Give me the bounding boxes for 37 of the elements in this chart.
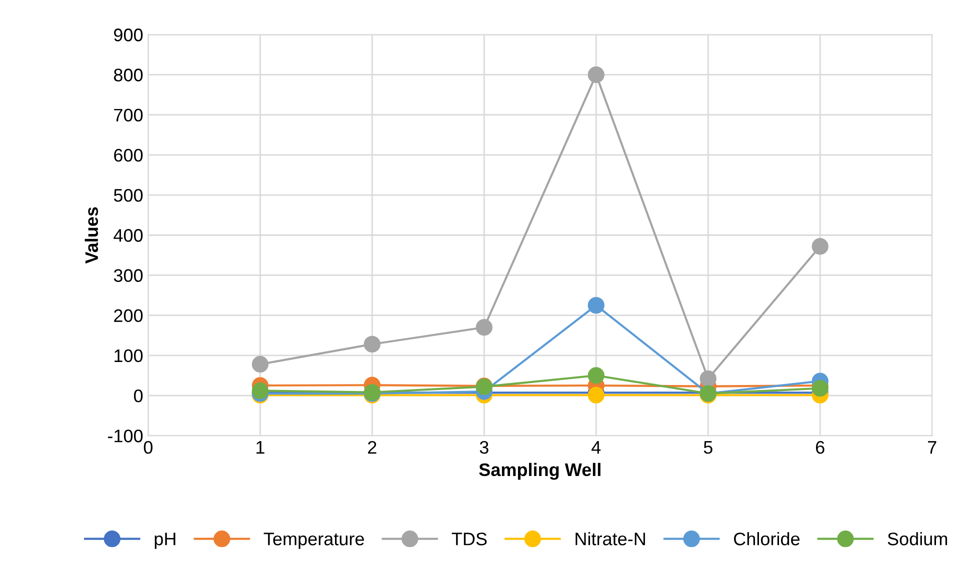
y-axis-title: Values: [84, 207, 98, 264]
x-tick-label: 0: [144, 440, 152, 454]
y-tick-label: -100: [108, 430, 143, 442]
x-tick-label: 1: [256, 441, 264, 454]
point: [700, 370, 716, 388]
y-tick-label: 800: [114, 68, 143, 82]
y-tick-label: 200: [114, 309, 143, 322]
point: [812, 380, 828, 397]
legend-label: TDS: [452, 532, 487, 546]
point: [588, 386, 604, 404]
point: [588, 66, 604, 84]
legend-label: Chloride: [734, 532, 800, 546]
y-tick-label: 100: [114, 349, 143, 362]
legend-label: pH: [154, 532, 176, 549]
x-tick-label: 6: [816, 440, 824, 454]
x-tick-label: 4: [592, 441, 601, 454]
point: [476, 319, 492, 336]
legend-label: Sodium: [888, 532, 948, 546]
y-tick-label: 500: [114, 188, 143, 202]
x-tick-label: 3: [480, 440, 488, 454]
y-tick-label: 600: [114, 148, 143, 162]
y-tick-label: 900: [114, 28, 143, 42]
y-tick-label: 300: [114, 269, 143, 282]
x-tick-label: 2: [368, 440, 376, 454]
point: [588, 296, 604, 314]
x-axis-title: Sampling Well: [479, 462, 600, 480]
legend-label: Nitrate-N: [576, 532, 645, 546]
point: [812, 238, 828, 255]
y-tick-label: 400: [114, 229, 143, 242]
x-tick-label: 5: [704, 441, 712, 454]
y-tick-label: 700: [114, 108, 143, 122]
point: [252, 356, 268, 373]
y-tick-label: 0: [134, 389, 143, 402]
legend-label: Temperature: [264, 532, 364, 549]
point: [364, 336, 380, 353]
x-tick-label: 7: [928, 441, 936, 454]
point: [588, 367, 604, 384]
